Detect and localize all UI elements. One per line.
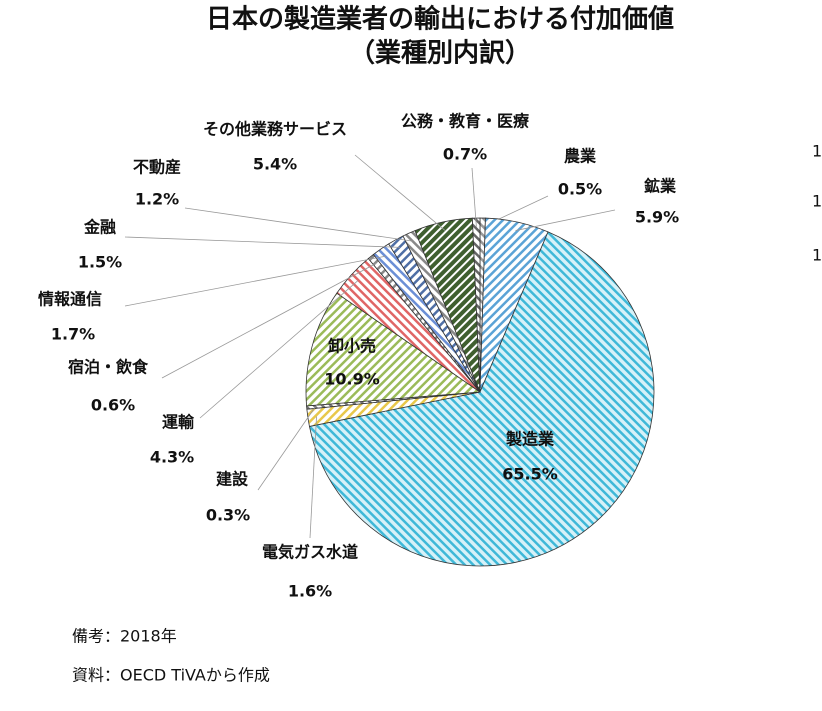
slice-label: その他業務サービス: [203, 120, 347, 139]
value-label: 0.5%: [558, 180, 602, 199]
leader-line: [309, 416, 317, 539]
value-label: 5.9%: [635, 208, 679, 227]
pie-slice: [305, 292, 482, 407]
leader-line: [124, 255, 386, 307]
slice-label: 卸小売: [328, 337, 376, 356]
leader-line: [471, 167, 477, 227]
slice-label: 情報通信: [38, 290, 102, 309]
edge-fragment: 1: [812, 192, 822, 211]
chart-title: 日本の製造業者の輸出における付加価値: [206, 4, 674, 35]
leader-line: [161, 262, 377, 379]
value-label: 5.4%: [253, 155, 297, 174]
pie-slice: [308, 231, 655, 567]
value-label: 0.6%: [91, 396, 135, 415]
note: 備考：2018年: [72, 627, 177, 646]
note: 資料：OECD TiVAから作成: [72, 666, 270, 685]
chart-subtitle: （業種別内訳）: [349, 38, 531, 69]
value-label: 4.3%: [150, 448, 194, 467]
value-label: 10.9%: [324, 370, 380, 389]
leader-line: [515, 209, 616, 231]
leader-line: [184, 207, 413, 242]
value-label: 65.5%: [502, 465, 558, 484]
value-label: 1.5%: [78, 253, 122, 272]
slice-label: 運輸: [162, 413, 195, 432]
value-label: 0.3%: [206, 506, 250, 525]
leader-line: [257, 406, 316, 491]
edge-fragment: 1: [812, 142, 822, 161]
value-label: 0.7%: [443, 145, 487, 164]
slice-label: 建設: [216, 470, 249, 489]
slice-label: 金融: [83, 218, 116, 237]
slice-label: 不動産: [133, 158, 181, 177]
slice-label: 鉱業: [644, 177, 677, 196]
edge-fragment: 1: [812, 246, 822, 265]
pie-slice: [471, 217, 481, 393]
slice-label: 製造業: [505, 430, 555, 449]
value-label: 1.6%: [288, 582, 332, 601]
leader-line: [199, 280, 359, 419]
value-label: 1.7%: [51, 325, 95, 344]
slice-label: 宿泊・飲食: [68, 358, 149, 377]
leader-line: [124, 236, 400, 248]
slice-label: 電気ガス水道: [262, 543, 358, 562]
value-label: 1.2%: [135, 190, 179, 209]
slice-label: 農業: [564, 147, 597, 166]
slice-label: 公務・教育・医療: [401, 112, 530, 131]
leader-line: [354, 154, 446, 231]
